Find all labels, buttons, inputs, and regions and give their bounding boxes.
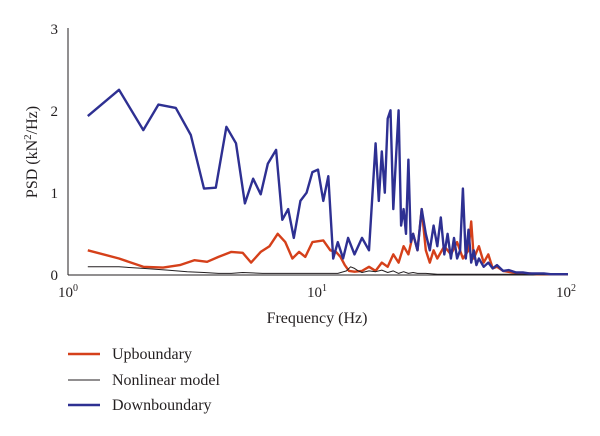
series-line-nonlinear-model (87, 266, 568, 276)
legend: Upboundary Nonlinear model Downboundary (68, 346, 221, 414)
x-tick-label: 101 (307, 283, 327, 301)
x-tick-label: 100 (58, 283, 78, 301)
y-tick-label: 1 (51, 186, 59, 202)
series-layer (87, 88, 568, 276)
x-tick-labels: 100 101 102 (58, 283, 576, 301)
y-tick-label: 2 (51, 104, 59, 120)
legend-label-nonlinear-model: Nonlinear model (112, 372, 221, 389)
y-tick-label: 0 (51, 268, 59, 284)
y-axis-title: PSD (kN2/Hz) (22, 106, 41, 198)
axes (67, 28, 568, 276)
legend-label-downboundary: Downboundary (112, 397, 212, 414)
legend-label-upboundary: Upboundary (112, 346, 192, 363)
y-tick-labels: 0 1 2 3 (51, 22, 59, 284)
series-line-downboundary (87, 88, 568, 276)
x-tick-label: 102 (556, 283, 576, 301)
y-tick-label: 3 (51, 22, 59, 38)
x-axis-title: Frequency (Hz) (267, 310, 368, 327)
